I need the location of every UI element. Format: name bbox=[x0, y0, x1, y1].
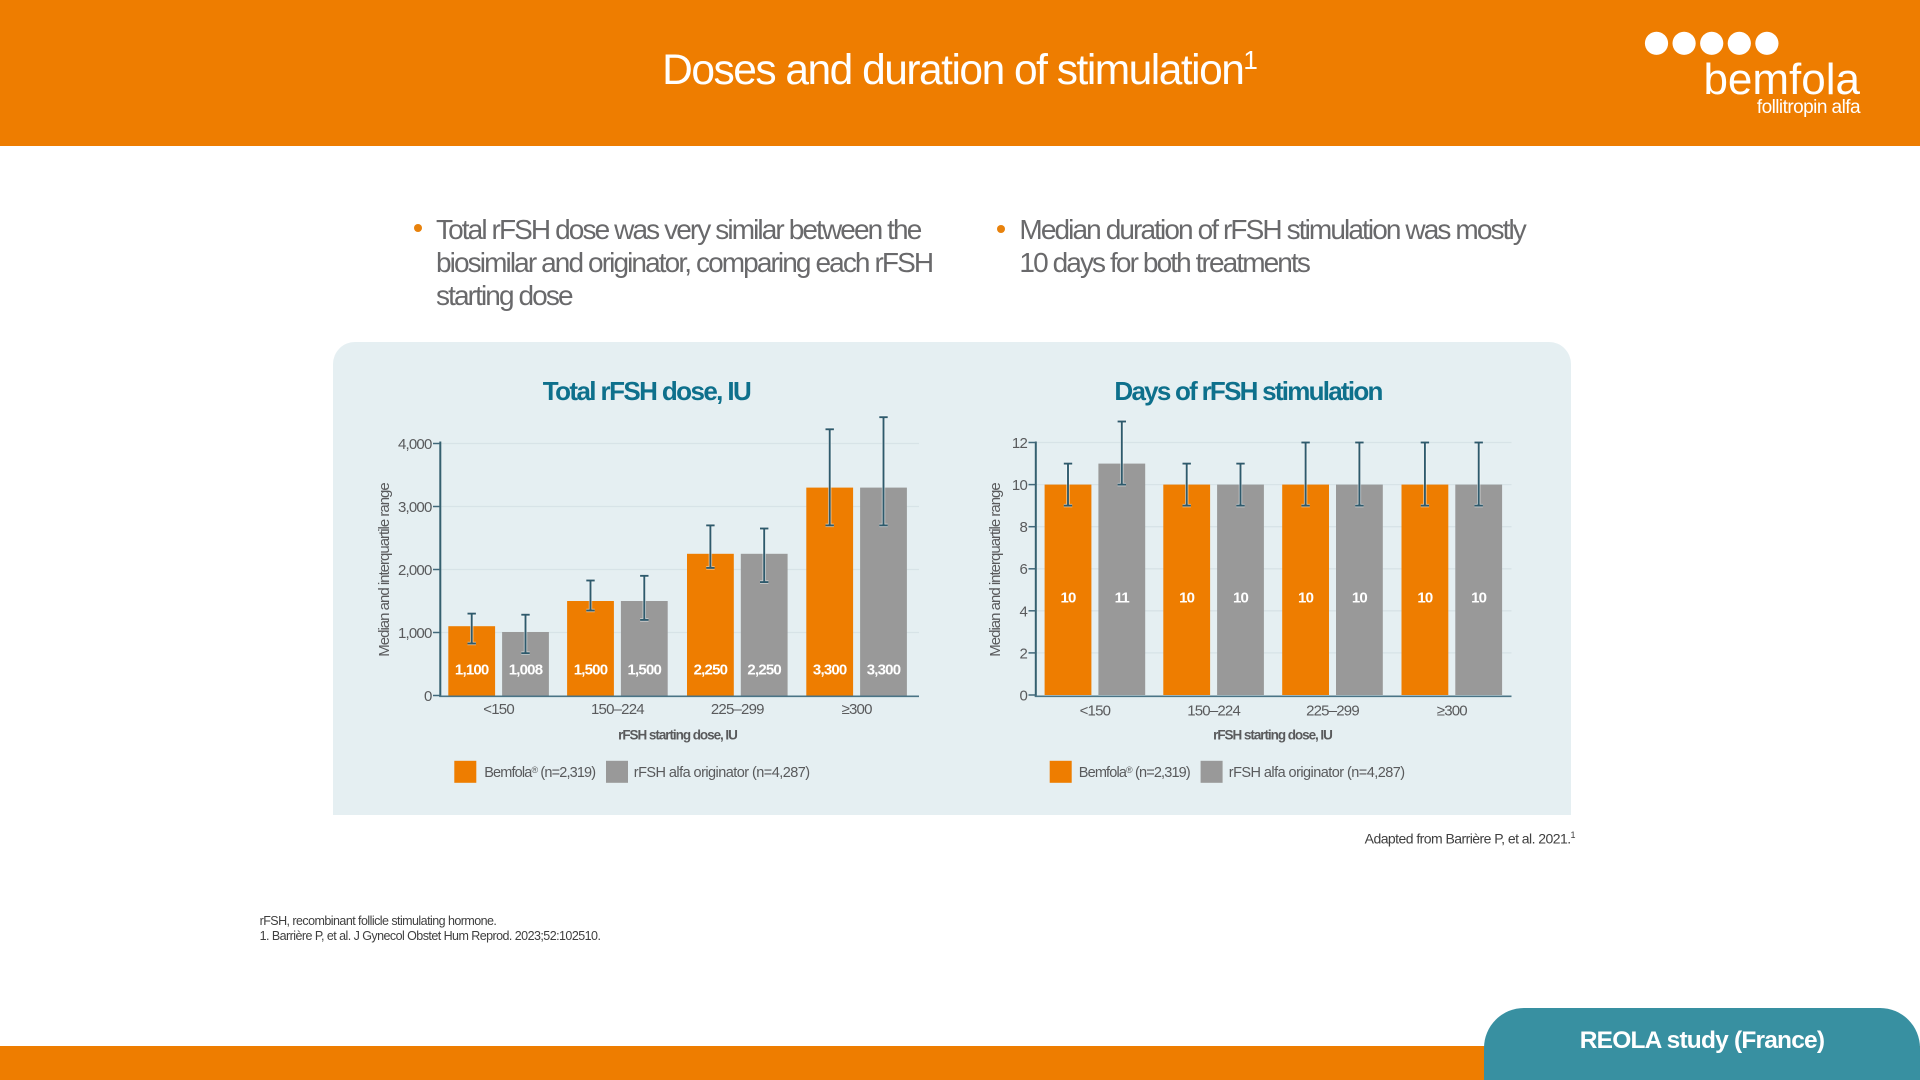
svg-text:bemfola: bemfola bbox=[1703, 55, 1860, 104]
svg-text:≥300: ≥300 bbox=[842, 701, 873, 718]
svg-text:Bemfola® (n=2,319): Bemfola® (n=2,319) bbox=[484, 765, 595, 781]
svg-text:Bemfola® (n=2,319): Bemfola® (n=2,319) bbox=[1079, 765, 1190, 781]
svg-text:150–224: 150–224 bbox=[1187, 703, 1240, 720]
svg-text:<150: <150 bbox=[1080, 703, 1111, 720]
svg-text:225–299: 225–299 bbox=[711, 701, 764, 718]
svg-text:150–224: 150–224 bbox=[591, 701, 644, 718]
svg-text:6: 6 bbox=[1019, 561, 1027, 578]
svg-text:3,000: 3,000 bbox=[398, 499, 432, 516]
svg-text:rFSH alfa originator (n=4,287): rFSH alfa originator (n=4,287) bbox=[1229, 765, 1405, 781]
svg-text:10: 10 bbox=[1060, 589, 1076, 606]
svg-text:10: 10 bbox=[1233, 589, 1249, 606]
svg-text:0: 0 bbox=[1019, 688, 1027, 705]
svg-text:≥300: ≥300 bbox=[1437, 703, 1468, 720]
svg-text:follitropin alfa: follitropin alfa bbox=[1757, 97, 1861, 118]
svg-text:8: 8 bbox=[1019, 519, 1027, 536]
svg-text:1,500: 1,500 bbox=[628, 661, 662, 678]
svg-text:rFSH alfa originator (n=4,287): rFSH alfa originator (n=4,287) bbox=[634, 765, 810, 781]
svg-text:1,000: 1,000 bbox=[398, 625, 432, 642]
svg-text:2,250: 2,250 bbox=[747, 661, 781, 678]
svg-text:3,300: 3,300 bbox=[813, 661, 847, 678]
svg-text:1,500: 1,500 bbox=[574, 661, 608, 678]
svg-text:1,008: 1,008 bbox=[509, 661, 543, 678]
svg-text:2,250: 2,250 bbox=[694, 661, 728, 678]
svg-text:4: 4 bbox=[1019, 603, 1027, 620]
svg-text:225–299: 225–299 bbox=[1306, 703, 1359, 720]
svg-text:<150: <150 bbox=[483, 701, 514, 718]
svg-text:Median and interquartile range: Median and interquartile range bbox=[987, 483, 1004, 657]
svg-text:2: 2 bbox=[1019, 645, 1027, 662]
svg-text:10: 10 bbox=[1471, 589, 1487, 606]
svg-text:11: 11 bbox=[1115, 589, 1130, 606]
svg-text:10: 10 bbox=[1417, 589, 1433, 606]
svg-text:Median and interquartile range: Median and interquartile range bbox=[376, 483, 393, 657]
svg-text:3,300: 3,300 bbox=[867, 661, 901, 678]
svg-text:Days of rFSH stimulation: Days of rFSH stimulation bbox=[1114, 376, 1382, 406]
svg-text:12: 12 bbox=[1012, 435, 1028, 452]
svg-text:10: 10 bbox=[1352, 589, 1368, 606]
svg-text:10: 10 bbox=[1012, 477, 1028, 494]
svg-text:10: 10 bbox=[1298, 589, 1314, 606]
svg-text:Total rFSH dose, IU: Total rFSH dose, IU bbox=[543, 376, 751, 406]
svg-text:1,100: 1,100 bbox=[455, 661, 489, 678]
svg-text:2,000: 2,000 bbox=[398, 562, 432, 579]
svg-text:0: 0 bbox=[424, 688, 432, 705]
svg-text:4,000: 4,000 bbox=[398, 436, 432, 453]
svg-text:rFSH starting dose, IU: rFSH starting dose, IU bbox=[618, 728, 737, 743]
svg-text:rFSH starting dose, IU: rFSH starting dose, IU bbox=[1213, 728, 1332, 743]
svg-text:10: 10 bbox=[1179, 589, 1195, 606]
